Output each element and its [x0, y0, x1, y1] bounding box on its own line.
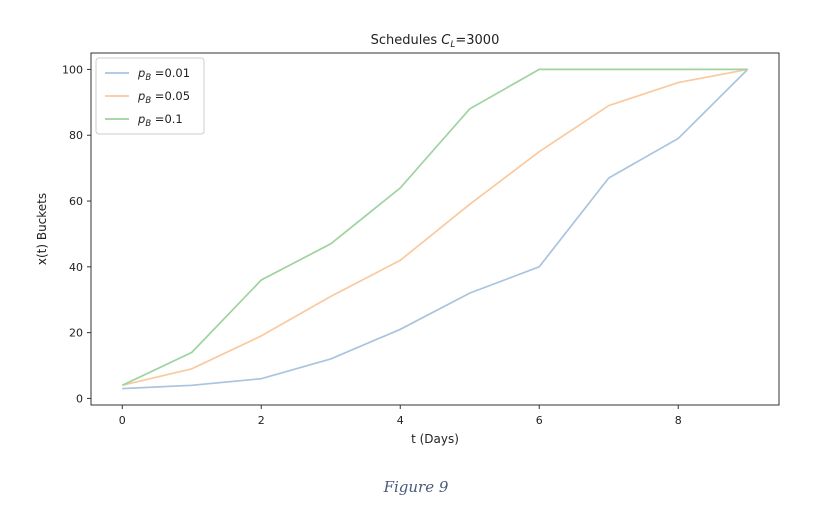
chart-title: Schedules CL=3000: [371, 33, 500, 50]
figure-caption: Figure 9: [383, 478, 449, 496]
y-tick-label: 0: [76, 392, 83, 405]
legend-label: pB =0.05: [137, 89, 190, 106]
legend-label: pB =0.1: [137, 112, 183, 129]
y-tick-label: 100: [62, 63, 83, 76]
y-axis-label: x(t) Buckets: [35, 193, 49, 265]
x-tick-label: 8: [675, 414, 682, 427]
legend-label: pB =0.01: [137, 66, 190, 83]
x-tick-label: 6: [536, 414, 543, 427]
x-tick-label: 0: [119, 414, 126, 427]
y-tick-label: 20: [69, 327, 83, 340]
plot-area: [90, 52, 780, 406]
x-tick-label: 2: [258, 414, 265, 427]
series-line-1: [122, 68, 748, 387]
x-axis-label: t (Days): [411, 432, 459, 446]
series-line-0: [122, 68, 749, 390]
y-tick-label: 60: [69, 195, 83, 208]
series-line-2: [121, 68, 748, 387]
y-tick-label: 40: [69, 261, 83, 274]
legend-box: [95, 57, 205, 135]
y-tick-label: 80: [69, 129, 83, 142]
x-tick-label: 4: [397, 414, 404, 427]
